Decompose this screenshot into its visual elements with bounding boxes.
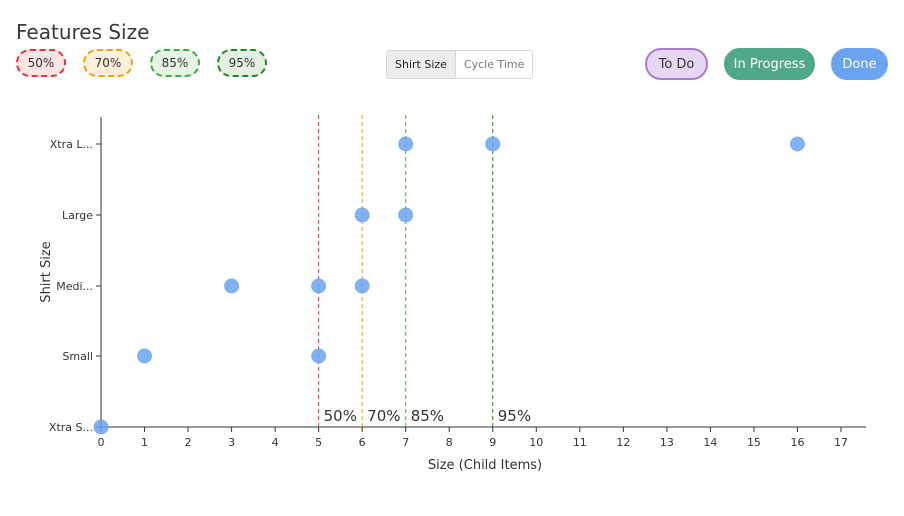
percentile-line-label: 70%	[367, 407, 400, 425]
y-tick-label: Xtra L...	[50, 138, 93, 151]
x-tick-label: 11	[573, 436, 587, 449]
page-title: Features Size	[16, 20, 150, 44]
x-tick-label: 17	[834, 436, 848, 449]
x-tick-label: 9	[489, 436, 496, 449]
shirt-size-tab[interactable]: Shirt Size	[387, 51, 456, 78]
data-point	[224, 278, 240, 294]
y-axis-label: Shirt Size	[39, 241, 54, 302]
y-tick-label: Small	[62, 350, 93, 363]
x-tick-label: 7	[402, 436, 409, 449]
x-tick-label: 3	[228, 436, 235, 449]
x-tick-label: 10	[529, 436, 543, 449]
data-point	[137, 348, 153, 364]
percentile-legend: 50% 70% 85% 95%	[16, 49, 267, 77]
x-tick-label: 4	[272, 436, 279, 449]
data-point	[398, 136, 414, 152]
x-tick-label: 5	[315, 436, 322, 449]
x-tick-label: 14	[703, 436, 717, 449]
percentile-70-toggle[interactable]: 70%	[83, 49, 133, 77]
state-in-progress-button[interactable]: In Progress	[724, 48, 815, 80]
x-tick-label: 15	[747, 436, 761, 449]
x-tick-label: 16	[790, 436, 804, 449]
percentile-line-label: 85%	[411, 407, 444, 425]
data-point	[311, 348, 327, 364]
state-done-button[interactable]: Done	[831, 48, 888, 80]
data-point	[354, 207, 370, 223]
data-point	[789, 136, 805, 152]
state-to-do-button[interactable]: To Do	[645, 48, 708, 80]
cycle-time-tab[interactable]: Cycle Time	[455, 51, 533, 78]
x-tick-label: 13	[660, 436, 674, 449]
data-point	[354, 278, 370, 294]
view-toggle: Shirt Size Cycle Time	[386, 50, 534, 79]
percentile-50-toggle[interactable]: 50%	[16, 49, 66, 77]
y-tick-label: Medi...	[56, 280, 93, 293]
data-point	[398, 207, 414, 223]
y-tick-label: Large	[62, 209, 93, 222]
x-tick-label: 2	[185, 436, 192, 449]
x-tick-label: 6	[359, 436, 366, 449]
x-tick-label: 12	[616, 436, 630, 449]
data-point	[485, 136, 501, 152]
percentile-85-toggle[interactable]: 85%	[150, 49, 200, 77]
y-tick-label: Xtra S...	[49, 421, 93, 434]
x-tick-label: 1	[141, 436, 148, 449]
data-point	[311, 278, 327, 294]
percentile-line-label: 50%	[324, 407, 357, 425]
x-axis-label: Size (Child Items)	[428, 458, 542, 473]
x-tick-label: 8	[446, 436, 453, 449]
percentile-line-label: 95%	[498, 407, 531, 425]
x-tick-label: 0	[98, 436, 105, 449]
data-point	[93, 419, 109, 435]
percentile-95-toggle[interactable]: 95%	[217, 49, 267, 77]
